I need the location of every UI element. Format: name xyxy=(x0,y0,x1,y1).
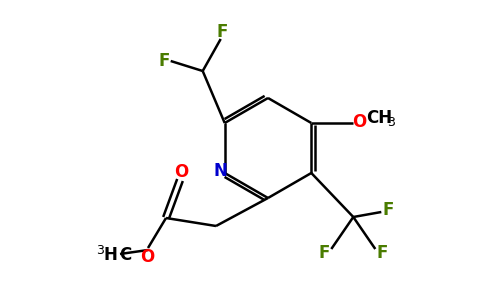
Text: 3: 3 xyxy=(387,116,395,130)
Text: H: H xyxy=(103,246,117,264)
Text: N: N xyxy=(214,162,227,180)
Text: F: F xyxy=(318,244,330,262)
Text: F: F xyxy=(377,244,388,262)
Text: O: O xyxy=(174,163,188,181)
Text: F: F xyxy=(158,52,169,70)
Text: CH: CH xyxy=(366,109,393,127)
Text: F: F xyxy=(216,23,227,41)
Text: F: F xyxy=(383,201,394,219)
Text: O: O xyxy=(352,113,366,131)
Text: 3: 3 xyxy=(96,244,104,256)
Text: C: C xyxy=(119,246,131,264)
Text: O: O xyxy=(140,248,154,266)
